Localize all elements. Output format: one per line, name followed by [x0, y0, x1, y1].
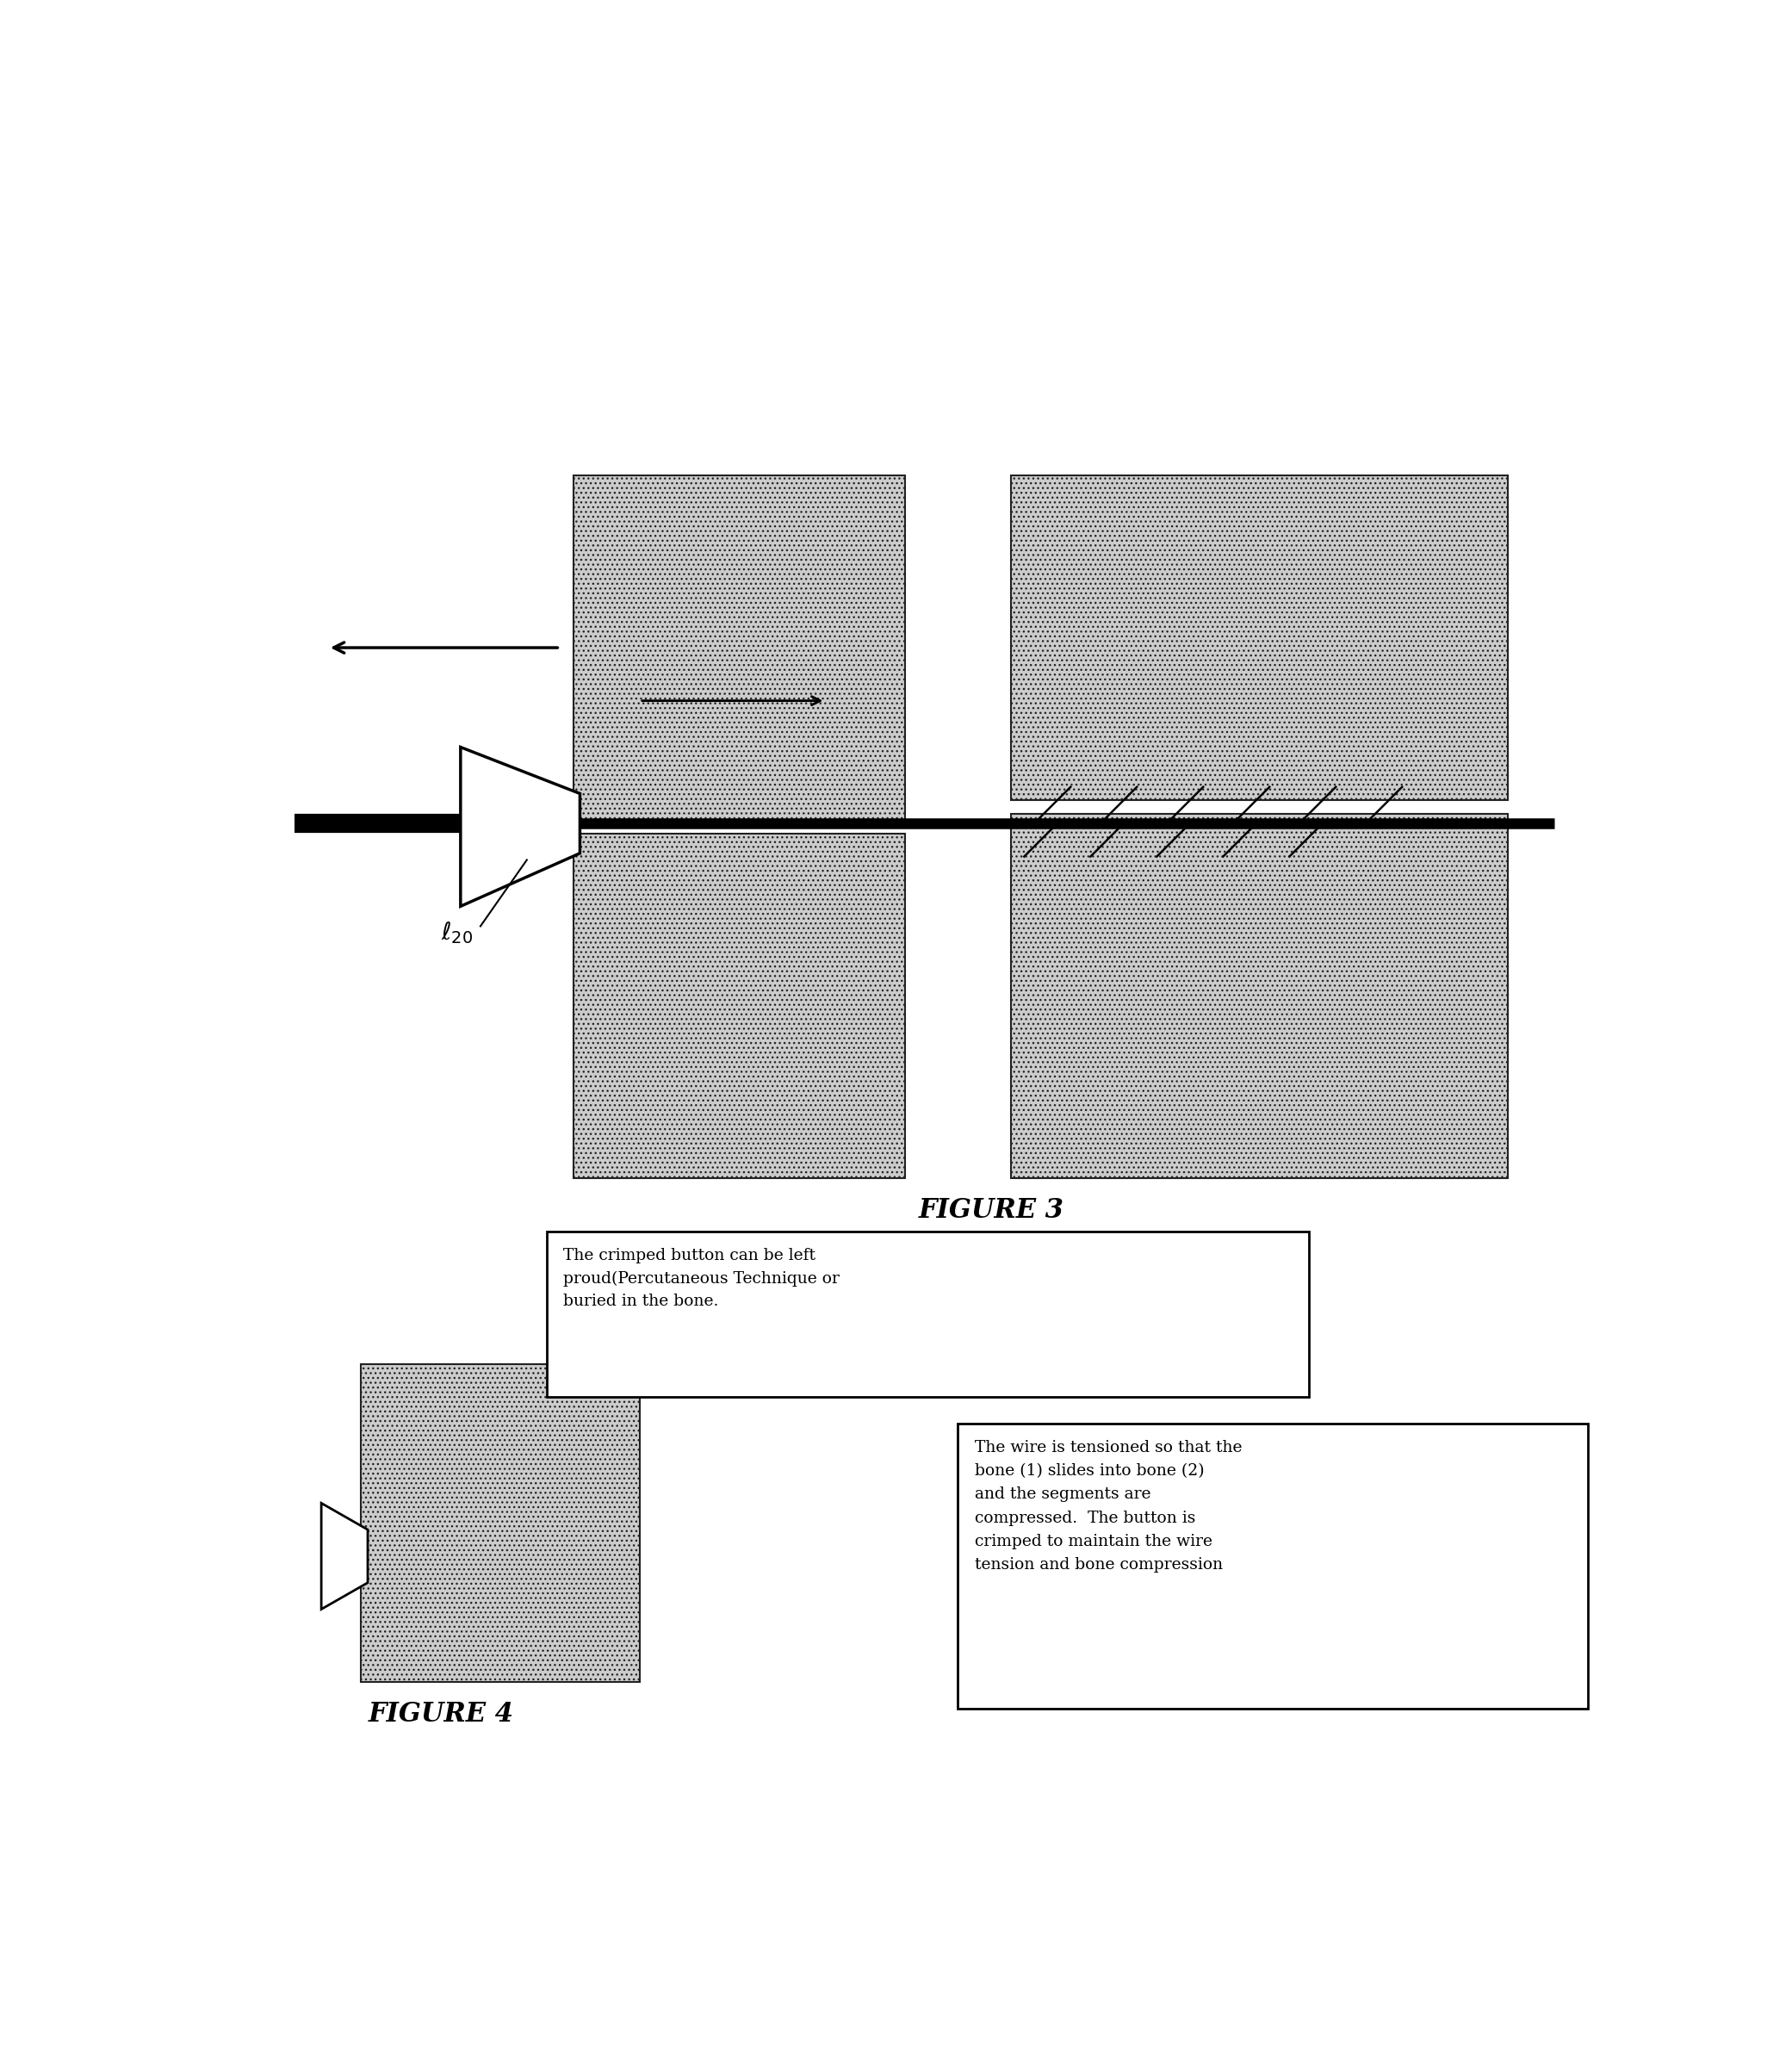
Bar: [573, 474, 905, 820]
Bar: [1011, 813, 1509, 1179]
Text: The crimped button can be left
proud(Percutaneous Technique or
buried in the bon: The crimped button can be left proud(Per…: [563, 1249, 840, 1308]
Polygon shape: [321, 1504, 367, 1608]
Text: The wire is tensioned so that the
bone (1) slides into bone (2)
and the segments: The wire is tensioned so that the bone (…: [975, 1440, 1242, 1571]
Bar: [959, 1423, 1588, 1709]
Bar: [1011, 474, 1509, 801]
Bar: [573, 834, 905, 1179]
Text: FIGURE 3: FIGURE 3: [918, 1197, 1064, 1224]
Bar: [547, 1230, 1310, 1397]
Text: FIGURE 4: FIGURE 4: [367, 1701, 514, 1727]
Polygon shape: [461, 748, 581, 906]
Bar: [362, 1364, 640, 1682]
Text: $\ell_{20}$: $\ell_{20}$: [441, 920, 473, 945]
